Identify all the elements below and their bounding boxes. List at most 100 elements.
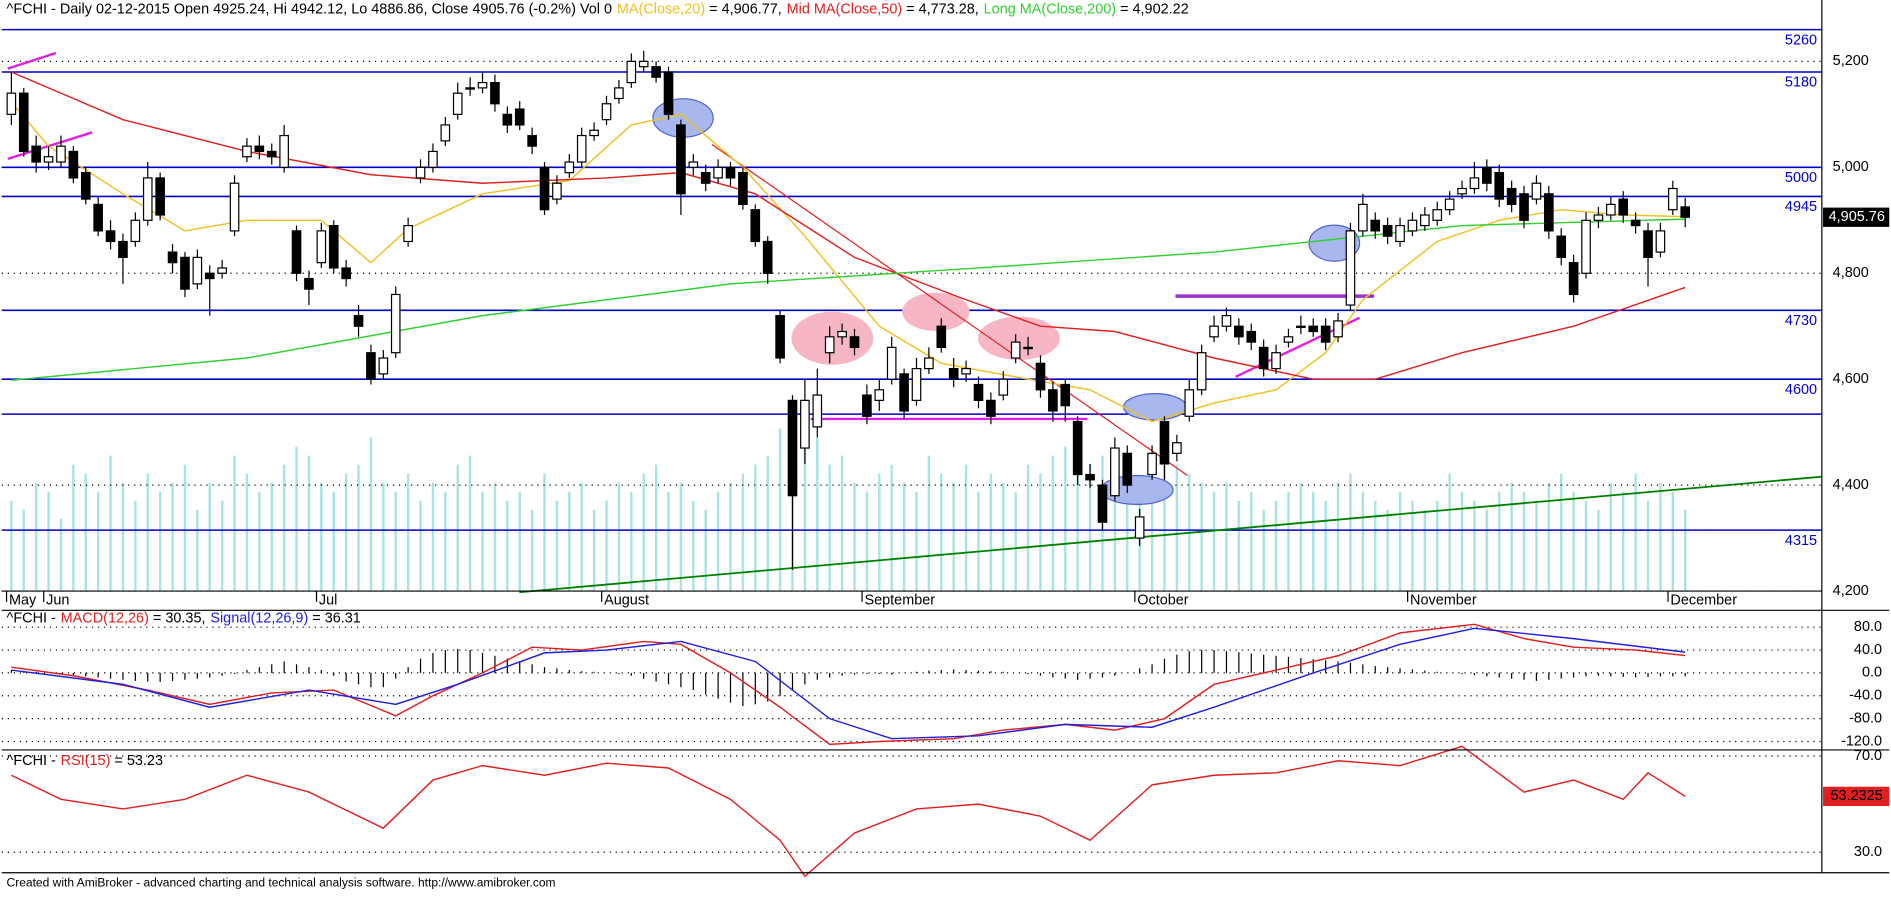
candle-body bbox=[1060, 383, 1071, 407]
candle-body bbox=[1072, 420, 1083, 476]
candle-body bbox=[1172, 442, 1182, 454]
candle-body bbox=[328, 224, 339, 269]
indicator-line bbox=[11, 71, 1686, 380]
candle-body bbox=[316, 230, 327, 264]
candle-body bbox=[886, 346, 897, 380]
x-tick-label: August bbox=[604, 592, 649, 608]
candle-body bbox=[279, 134, 289, 168]
candle-body bbox=[217, 267, 227, 274]
candle-body bbox=[936, 325, 947, 349]
candle-body bbox=[242, 145, 252, 158]
candle-body bbox=[1184, 389, 1195, 417]
candle-body bbox=[998, 378, 1009, 396]
candle-body bbox=[341, 267, 351, 280]
y-tick-label: 4,400 bbox=[1833, 477, 1869, 493]
candle-body bbox=[155, 177, 165, 216]
candle-body bbox=[167, 251, 178, 264]
candle-body bbox=[304, 277, 314, 290]
candle-body bbox=[1395, 224, 1405, 243]
candle-body bbox=[204, 272, 215, 280]
level-label: 4730 bbox=[1785, 313, 1817, 329]
candle-body bbox=[638, 60, 649, 68]
candle-body bbox=[589, 129, 599, 137]
candle-body bbox=[291, 230, 302, 274]
header: ^FCHI - Daily 02-12-2015 Open 4925.24, H… bbox=[7, 1, 1189, 17]
candle-body bbox=[564, 161, 575, 174]
legend-name: Long MA(Close,200) bbox=[984, 1, 1116, 17]
indicator-line bbox=[11, 218, 1686, 381]
candle-body bbox=[1581, 219, 1591, 274]
candle-body bbox=[1494, 172, 1505, 200]
candle-body bbox=[378, 357, 389, 375]
candle-body bbox=[539, 166, 550, 211]
legend-value: = 4,906.77, bbox=[705, 1, 782, 17]
axis-layer: 5,200 5,000 4,800 4,600 4,400 4,200 May Jun Jul A… bbox=[1, 0, 1890, 874]
annotations bbox=[7, 51, 1822, 594]
candle-body bbox=[986, 399, 996, 417]
candle-body bbox=[43, 156, 54, 163]
panel-title: ^FCHI - bbox=[7, 611, 56, 627]
candle-body bbox=[1246, 330, 1257, 343]
candle-body bbox=[824, 336, 835, 354]
candle-body bbox=[688, 161, 699, 168]
x-tick-label: September bbox=[864, 592, 935, 608]
y-tick-label: 4,200 bbox=[1833, 583, 1869, 599]
candle-body bbox=[1469, 177, 1480, 190]
candle-body bbox=[1085, 473, 1095, 481]
legend-value: = 36.31 bbox=[308, 611, 361, 627]
candle-body bbox=[1370, 219, 1381, 232]
candle-body bbox=[1134, 516, 1145, 539]
candle-body bbox=[948, 367, 959, 380]
y-tick-label: 0.0 bbox=[1862, 665, 1882, 681]
candle-body bbox=[266, 150, 277, 158]
highlight-ellipse bbox=[1123, 393, 1187, 421]
candle-body bbox=[1680, 206, 1691, 218]
y-tick-label: -80.0 bbox=[1849, 710, 1882, 726]
candle-body bbox=[415, 166, 426, 179]
candle-body bbox=[390, 293, 401, 354]
candle-body bbox=[700, 172, 711, 184]
candle-body bbox=[1444, 198, 1455, 211]
candle-body bbox=[490, 81, 500, 105]
candle-body bbox=[142, 177, 153, 221]
y-tick-label: -40.0 bbox=[1849, 688, 1882, 704]
candle-body bbox=[514, 108, 525, 126]
y-tick-label: 5,000 bbox=[1833, 159, 1869, 175]
candle-body bbox=[576, 134, 587, 163]
candle-body bbox=[1234, 325, 1244, 338]
candle-body bbox=[1482, 166, 1492, 184]
candle-body bbox=[775, 315, 785, 359]
candle-body bbox=[626, 60, 637, 84]
candle-body bbox=[1035, 362, 1046, 391]
candle-body bbox=[1382, 224, 1393, 237]
candle-body bbox=[787, 399, 798, 497]
candle-body bbox=[1159, 420, 1170, 465]
candle-body bbox=[1308, 325, 1319, 333]
rsi-header: ^FCHI - RSI(15) = 53.23 bbox=[7, 753, 163, 769]
candle-body bbox=[725, 166, 736, 179]
indicator-line bbox=[10, 101, 1686, 423]
candle-body bbox=[924, 357, 934, 370]
price-box bbox=[1823, 207, 1890, 227]
x-tick-label: Jun bbox=[46, 592, 69, 608]
legend-value: = 53.23 bbox=[110, 753, 163, 769]
candle-body bbox=[31, 145, 41, 163]
volume-layer bbox=[10, 410, 1687, 592]
x-tick-label: Jul bbox=[319, 592, 337, 608]
candle-body bbox=[105, 230, 116, 243]
candle-body bbox=[477, 81, 488, 89]
y-tick-label: 80.0 bbox=[1854, 619, 1882, 635]
candle-body bbox=[1271, 352, 1281, 370]
footer: Created with AmiBroker - advanced charti… bbox=[7, 876, 556, 890]
indicator-line bbox=[11, 745, 1686, 878]
price-box-label: 4,905.76 bbox=[1829, 209, 1885, 225]
candle-body bbox=[1110, 447, 1120, 497]
level-label: 5260 bbox=[1785, 32, 1817, 48]
candle-body bbox=[1668, 187, 1678, 211]
candle-body bbox=[1568, 262, 1579, 296]
candle-body bbox=[1420, 214, 1430, 227]
candle-body bbox=[800, 399, 810, 449]
candle-body bbox=[750, 209, 761, 243]
y-tick-label: 70.0 bbox=[1854, 748, 1882, 764]
candle-body bbox=[1358, 203, 1368, 232]
